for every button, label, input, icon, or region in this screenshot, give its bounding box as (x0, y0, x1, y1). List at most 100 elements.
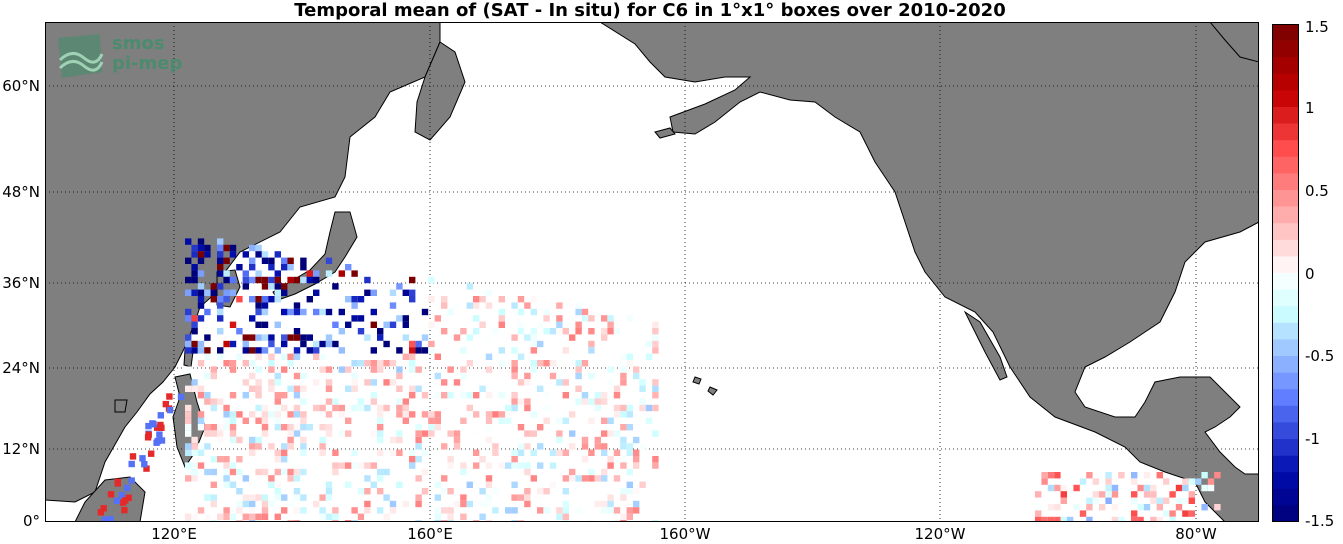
box-cell (274, 456, 281, 463)
box-cell (460, 494, 467, 501)
box-cell (485, 302, 493, 309)
box-cell (607, 507, 614, 514)
box-cell (588, 468, 595, 476)
box-cell (396, 385, 403, 392)
box-cell (364, 488, 371, 495)
box-cell (242, 276, 249, 284)
box-cell (441, 443, 448, 450)
box-cell (158, 437, 166, 444)
box-cell (300, 507, 307, 514)
box-cell (242, 475, 249, 482)
box-cell (524, 302, 531, 309)
box-cell (255, 385, 262, 392)
box-cell (1182, 484, 1189, 492)
box-cell (223, 456, 230, 463)
box-cell (287, 500, 294, 508)
box-cell (236, 507, 243, 514)
box-cell (281, 449, 288, 456)
box-cell (421, 430, 429, 437)
colorbar (1272, 24, 1299, 522)
box-cell (530, 334, 537, 341)
box-cell (530, 366, 537, 373)
box-cell (389, 507, 397, 514)
box-cell (601, 475, 608, 482)
box-cell (1086, 472, 1093, 479)
box-cell (479, 488, 486, 495)
box-cell (325, 430, 333, 437)
box-cell (274, 283, 281, 290)
box-cell (313, 289, 320, 296)
box-cell (396, 404, 403, 412)
box-cell (549, 372, 557, 380)
box-cell (306, 334, 313, 341)
box-cell (588, 340, 595, 348)
box-cell (601, 500, 608, 508)
box-cell (620, 372, 627, 380)
box-cell (575, 366, 582, 373)
box-cell (268, 411, 275, 418)
box-cell (274, 449, 281, 456)
box-cell (505, 462, 512, 469)
box-cell (223, 276, 230, 284)
box-cell (268, 283, 275, 290)
box-cell (652, 430, 659, 437)
box-cell (1086, 497, 1093, 504)
box-cell (415, 475, 422, 482)
box-cell (338, 462, 345, 469)
box-cell (229, 411, 237, 418)
colorbar-band (1272, 107, 1299, 124)
box-cell (543, 328, 550, 335)
box-cell (293, 328, 301, 335)
box-cell (268, 385, 275, 392)
box-cell (409, 353, 416, 360)
box-cell (107, 516, 114, 522)
box-cell (594, 398, 601, 405)
box-cell (1099, 491, 1106, 498)
box-cell (313, 276, 320, 284)
box-cell (261, 276, 269, 284)
box-cell (300, 443, 307, 450)
box-cell (1086, 516, 1093, 522)
box-cell (389, 449, 397, 456)
box-cell (1195, 497, 1202, 504)
box-cell (154, 424, 161, 431)
box-cell (204, 398, 211, 405)
box-cell (191, 443, 198, 450)
box-cell (652, 385, 659, 392)
box-cell (562, 321, 569, 328)
box-cell (633, 449, 640, 456)
box-cell (1137, 504, 1144, 511)
smos-wave-icon (58, 34, 104, 78)
box-cell (537, 321, 544, 328)
box-cell (402, 404, 409, 412)
lon-label-120w: 120°W (914, 525, 966, 543)
box-cell (351, 507, 358, 514)
box-cell (281, 404, 288, 412)
box-cell (537, 424, 544, 431)
box-cell (466, 283, 473, 290)
box-cell (313, 270, 320, 277)
box-cell (492, 488, 499, 495)
box-cell (274, 417, 281, 424)
box-cell (268, 475, 275, 482)
box-cell (185, 424, 192, 431)
box-cell (197, 443, 205, 450)
box-cell (479, 513, 486, 520)
colorbar-tick-1: 1 (1305, 99, 1315, 117)
box-cell (511, 462, 518, 469)
box-cell (498, 462, 505, 469)
box-cell (1105, 478, 1112, 485)
colorbar-band (1272, 90, 1299, 108)
box-cell (332, 449, 339, 456)
box-cell (575, 302, 582, 309)
box-cell (210, 289, 217, 296)
box-cell (389, 302, 397, 309)
box-cell (1060, 516, 1067, 522)
box-cell (575, 308, 582, 316)
box-cell (242, 392, 249, 399)
box-cell (217, 430, 224, 437)
box-cell (204, 347, 211, 354)
box-cell (620, 494, 627, 501)
box-cell (268, 334, 275, 341)
colorbar-band (1272, 405, 1299, 423)
